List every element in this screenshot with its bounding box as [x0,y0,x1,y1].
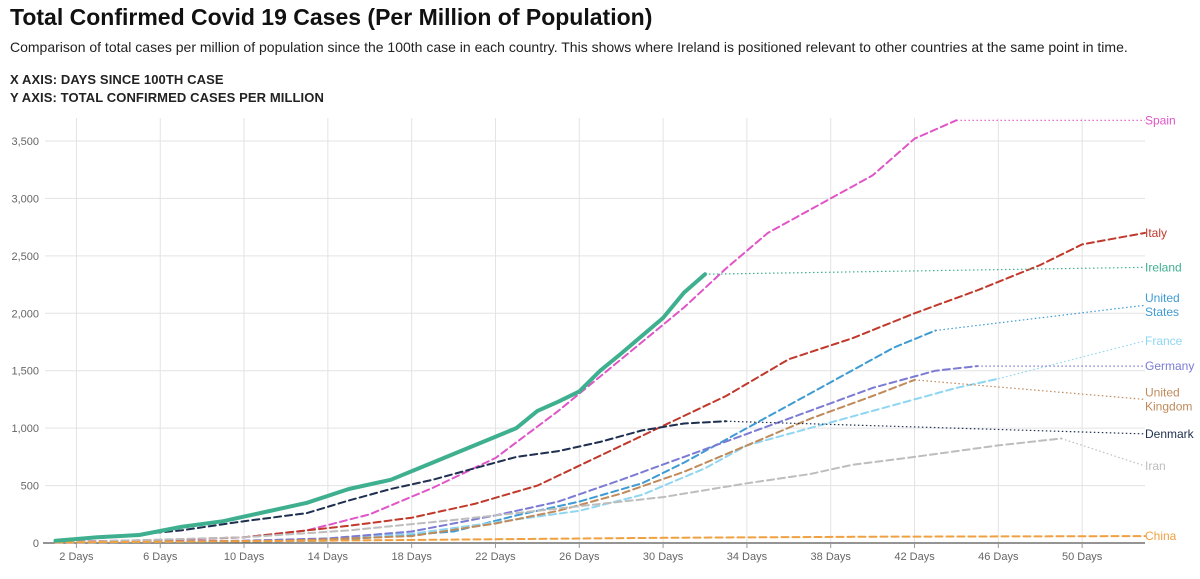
series-label-italy: Italy [1145,226,1167,240]
series-label-spain: Spain [1145,113,1176,127]
series-labels: Spain Italy United States France Germany Unite… [1145,113,1195,543]
series-line-china [54,535,1146,544]
x-tick-label: 2 Days [59,551,94,563]
series-projection-ireland [704,266,1146,275]
series-projection-denmark [725,420,1146,435]
grid-lines [43,118,1145,544]
axis-ticks: 0 500 1,000 1,500 2,000 2,500 3,000 3,500 2 Days… [11,136,1102,563]
x-tick-label: 26 Days [559,551,600,563]
y-tick-label: 2,000 [11,308,39,320]
chart-title: Total Confirmed Covid 19 Cases (Per Mill… [10,4,653,30]
x-tick-label: 42 Days [894,551,935,563]
series-projection-france [998,340,1146,380]
y-tick-label: 2,500 [11,251,39,263]
series-line-iran [54,437,1063,544]
y-tick-label: 1,500 [11,366,39,378]
series-line-italy [54,231,1146,543]
series-lines [53,119,1146,544]
x-tick-label: 46 Days [978,551,1019,563]
series-label-united-states: United States [1145,291,1180,319]
y-tick-label: 3,000 [11,193,39,205]
series-projection-united-kingdom [914,379,1146,401]
x-tick-label: 6 Days [143,551,178,563]
series-projection-united-states [935,304,1146,332]
x-tick-label: 10 Days [224,551,265,563]
series-line-germany [54,365,979,544]
series-line-france [54,377,1000,544]
series-label-united-kingdom: United Kingdom [1145,385,1192,413]
y-tick-label: 1,000 [11,423,39,435]
x-tick-label: 50 Days [1062,551,1103,563]
y-tick-label: 0 [33,538,39,550]
x-axis-note: X AXIS: DAYS SINCE 100TH CASE [10,72,224,87]
x-tick-label: 34 Days [727,551,768,563]
series-line-spain [54,119,958,543]
series-projection-iran [1061,437,1146,467]
x-tick-label: 14 Days [308,551,349,563]
series-line-united-kingdom [54,378,916,544]
series-label-denmark: Denmark [1145,427,1195,441]
x-tick-label: 30 Days [643,551,684,563]
series-line-denmark [54,420,727,542]
series-line-ireland [53,272,707,543]
y-tick-label: 3,500 [11,136,39,148]
x-tick-label: 38 Days [811,551,852,563]
chart-subtitle: Comparison of total cases per million of… [10,39,1128,55]
series-label-iran: Iran [1145,459,1166,473]
y-tick-label: 500 [21,481,39,493]
series-label-france: France [1145,334,1183,348]
series-label-ireland: Ireland [1145,260,1182,274]
y-axis-note: Y AXIS: TOTAL CONFIRMED CASES PER MILLIO… [10,90,324,105]
x-tick-label: 22 Days [475,551,516,563]
series-label-china: China [1145,529,1177,543]
x-tick-label: 18 Days [391,551,432,563]
series-label-germany: Germany [1145,359,1194,373]
